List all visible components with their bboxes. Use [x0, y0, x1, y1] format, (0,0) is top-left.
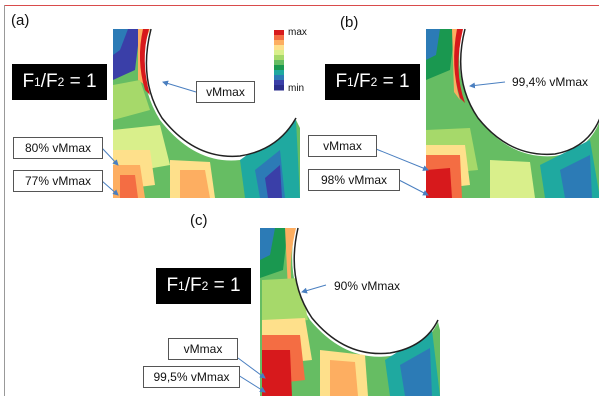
ratio-mid-c: /F [184, 275, 202, 296]
legend-swatch [274, 80, 284, 86]
legend-swatch [274, 40, 284, 46]
contour-plot-b [426, 28, 599, 198]
panel-label-a: (a) [11, 12, 30, 29]
force-ratio-a: F 1/F 2 = 1 [12, 64, 107, 100]
frame-top-line [4, 5, 599, 6]
ratio-mid-a: /F [40, 71, 58, 92]
legend-swatch [274, 55, 284, 61]
ratio-eq-b: = 1 [377, 71, 410, 92]
ratio-sub2-c: 2 [201, 279, 209, 293]
callout-80pct-a: 80% vMmax [13, 137, 103, 159]
ratio-eq-a: = 1 [64, 71, 97, 92]
force-ratio-b: F 1/F 2 = 1 [325, 64, 420, 100]
callout-90pct-c: 90% vMmax [328, 276, 406, 296]
ratio-sub2-b: 2 [370, 75, 378, 89]
contour-plot-c [260, 227, 440, 396]
legend-swatch [274, 85, 284, 91]
legend-min-label: min [288, 83, 305, 94]
legend-swatch [274, 50, 284, 56]
ratio-f-c: F [166, 275, 179, 296]
legend-swatch [274, 35, 284, 41]
ratio-sub1-c: 1 [178, 279, 185, 293]
panel-label-b: (b) [340, 14, 359, 31]
legend-max-label: max [288, 27, 307, 38]
legend-swatch [274, 75, 284, 81]
callout-99-4pct-b: 99,4% vMmax [506, 72, 594, 92]
contour-plot-a [113, 28, 300, 198]
ratio-f-b: F [335, 71, 348, 92]
ratio-sub1-b: 1 [347, 75, 354, 89]
force-ratio-c: F 1/F 2 = 1 [156, 268, 251, 304]
callout-99-5pct-c: 99,5% vMmax [143, 366, 240, 388]
color-scale-legend [274, 30, 284, 91]
callout-77pct-a: 77% vMmax [13, 170, 103, 192]
ratio-f-a: F [22, 71, 35, 92]
legend-swatch [274, 30, 284, 36]
legend-swatch [274, 45, 284, 51]
frame-left-line [4, 5, 5, 396]
legend-swatch [274, 60, 284, 66]
callout-vmmax-b: vMmax [308, 135, 377, 157]
legend-swatch [274, 65, 284, 71]
ratio-mid-b: /F [353, 71, 371, 92]
callout-arrows [101, 80, 506, 393]
ratio-sub1-a: 1 [34, 75, 41, 89]
callout-98pct-b: 98% vMmax [308, 169, 400, 191]
ratio-sub2-a: 2 [57, 75, 65, 89]
panel-label-c: (c) [190, 212, 208, 229]
legend-swatch [274, 70, 284, 76]
callout-vmmax-a: vMmax [196, 81, 255, 103]
ratio-eq-c: = 1 [208, 275, 241, 296]
callout-vmmax-c: vMmax [168, 338, 238, 360]
